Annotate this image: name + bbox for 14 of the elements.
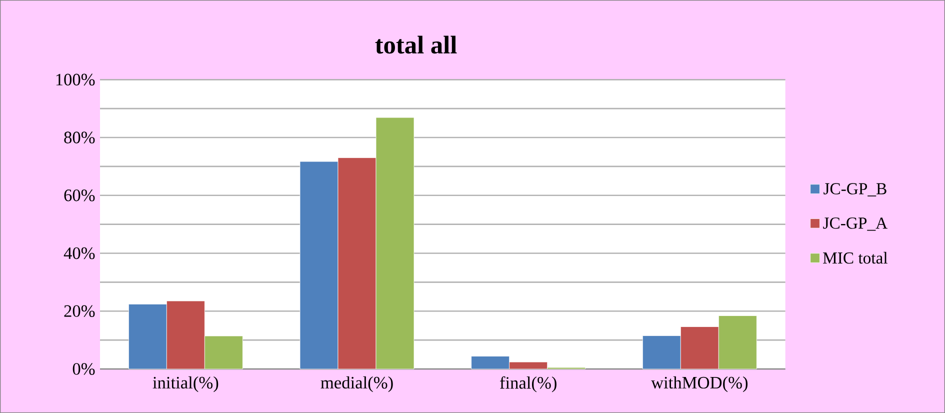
y-tick-label: 40% bbox=[64, 247, 95, 260]
legend-label: JC-GP_A bbox=[823, 218, 888, 231]
y-tick-label: 0% bbox=[72, 363, 95, 375]
x-tick-label: initial(%) bbox=[152, 376, 218, 392]
y-tick-label: 60% bbox=[64, 190, 95, 202]
x-tick-label: final(%) bbox=[500, 376, 556, 392]
y-tick-label: 20% bbox=[64, 305, 95, 317]
x-tick-label: medial(%) bbox=[320, 376, 393, 392]
legend-label: JC-GP_B bbox=[824, 183, 886, 196]
y-tick-label: 100% bbox=[56, 74, 95, 86]
x-tick-label: withMOD(%) bbox=[651, 376, 748, 392]
chart-title: total all bbox=[375, 36, 457, 54]
y-tick-label: 80% bbox=[64, 132, 95, 144]
legend-label: MIC total bbox=[823, 252, 888, 264]
